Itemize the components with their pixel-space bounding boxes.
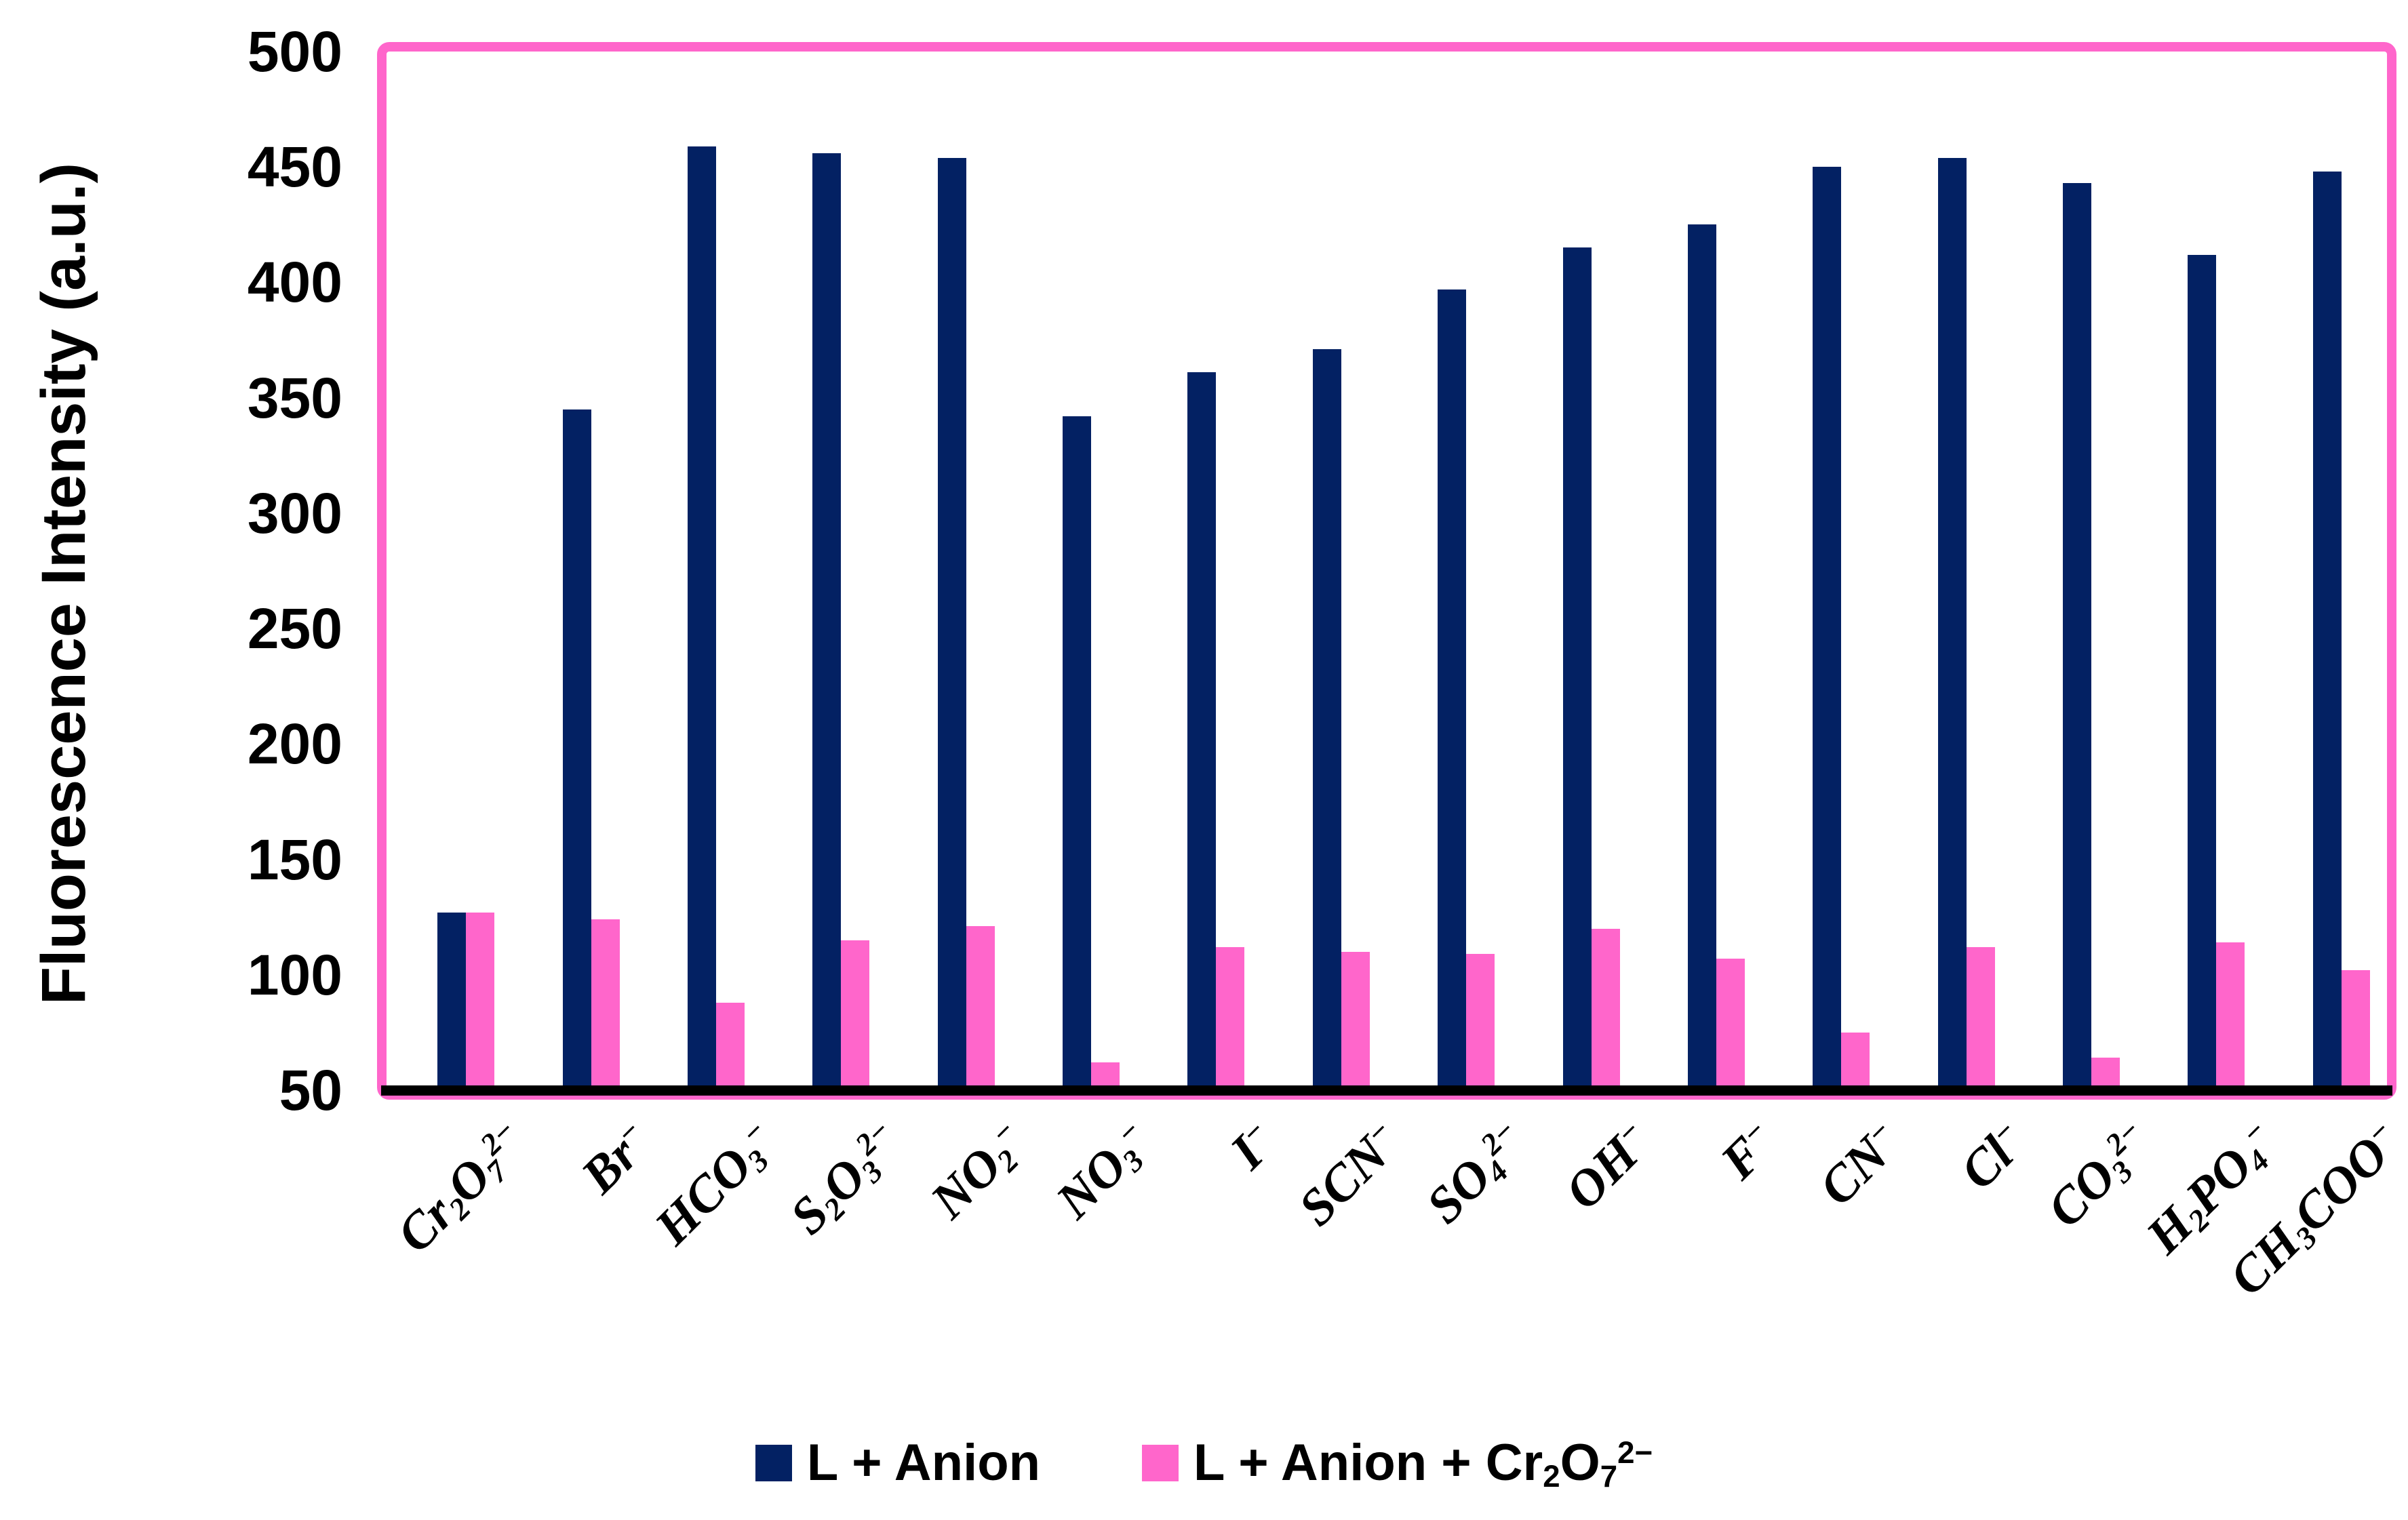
bar-l-anion-cr2o7-15 — [2341, 969, 2370, 1090]
y-tick-label-200: 200 — [247, 712, 342, 776]
bar-l-anion-cr2o7-7 — [1341, 951, 1370, 1090]
bar-l-anion-7 — [1312, 349, 1341, 1090]
bar-l-anion-11 — [1813, 167, 1842, 1090]
bar-l-anion-cr2o7-10 — [1716, 958, 1745, 1090]
bar-l-anion-cr2o7-14 — [2216, 942, 2245, 1090]
legend: L + Anion L + Anion + Cr2O72− — [0, 1429, 2408, 1497]
y-tick-label-400: 400 — [247, 250, 342, 315]
y-tick-label-50: 50 — [279, 1058, 342, 1122]
legend-label-l-anion-cr2o7: L + Anion + Cr2O72− — [1193, 1434, 1653, 1494]
y-tick-label-500: 500 — [247, 20, 342, 83]
bar-l-anion-cr2o7-13 — [2091, 1058, 2120, 1090]
y-tick-label-100: 100 — [247, 942, 342, 1007]
y-tick-label-450: 450 — [247, 135, 342, 199]
legend-swatch-l-anion-cr2o7 — [1142, 1445, 1179, 1481]
bar-l-anion-cr2o7-0 — [466, 912, 495, 1090]
bar-l-anion-3 — [812, 153, 842, 1090]
x-tick-label-CN: CN− — [1808, 1113, 1899, 1217]
bar-l-anion-cr2o7-12 — [1966, 946, 1995, 1090]
bar-l-anion-cr2o7-4 — [966, 926, 995, 1090]
x-tick-label-HCO3: HCO3− — [644, 1113, 776, 1256]
x-tick-label-Br: Br− — [570, 1113, 650, 1205]
x-tick-label-Cr2O72: Cr2O72− — [386, 1113, 522, 1264]
x-tick-label-Cl: Cl− — [1949, 1113, 2025, 1201]
bar-l-anion-12 — [1937, 157, 1967, 1090]
bar-l-anion-1 — [562, 409, 591, 1090]
x-tick-label-SO42: SO42− — [1415, 1113, 1522, 1235]
x-tick-label-S2O32: S2O32− — [779, 1113, 897, 1245]
x-tick-label-OH: OH− — [1554, 1113, 1650, 1221]
bar-l-anion-cr2o7-9 — [1591, 928, 1620, 1090]
bar-l-anion-5 — [1063, 416, 1092, 1090]
x-tick-label-F: F− — [1710, 1113, 1775, 1191]
x-tick-label-NO2: NO2− — [920, 1113, 1026, 1230]
bar-l-anion-15 — [2312, 172, 2342, 1090]
x-tick-label-I: I− — [1219, 1113, 1274, 1180]
bar-l-anion-10 — [1687, 224, 1716, 1090]
x-axis-line — [381, 1085, 2392, 1096]
bar-l-anion-cr2o7-11 — [1841, 1032, 1870, 1090]
y-tick-label-300: 300 — [247, 481, 342, 545]
legend-item-l-anion: L + Anion — [755, 1429, 1040, 1497]
bar-l-anion-cr2o7-2 — [715, 1002, 745, 1090]
bar-l-anion-6 — [1187, 372, 1217, 1090]
y-axis-title: Fluorescence Intensity (a.u.) — [29, 162, 98, 1005]
legend-swatch-l-anion — [755, 1445, 792, 1481]
bar-l-anion-8 — [1438, 289, 1467, 1090]
bar-l-anion-cr2o7-6 — [1216, 946, 1245, 1090]
bar-l-anion-cr2o7-8 — [1466, 954, 1495, 1090]
y-tick-label-250: 250 — [247, 597, 342, 661]
bar-l-anion-9 — [1562, 247, 1592, 1090]
bar-l-anion-4 — [937, 157, 966, 1090]
bar-l-anion-0 — [437, 912, 467, 1090]
y-tick-label-350: 350 — [247, 365, 342, 430]
bar-l-anion-cr2o7-1 — [591, 919, 620, 1090]
bar-l-anion-2 — [687, 146, 716, 1090]
bar-l-anion-13 — [2063, 183, 2092, 1090]
bar-l-anion-14 — [2188, 254, 2217, 1090]
legend-label-l-anion: L + Anion — [806, 1434, 1041, 1492]
plot-area — [377, 42, 2396, 1100]
legend-item-l-anion-cr2o7: L + Anion + Cr2O72− — [1142, 1429, 1653, 1497]
bars-container — [387, 52, 2387, 1090]
x-tick-label-NO3: NO3− — [1045, 1113, 1151, 1230]
y-tick-label-150: 150 — [247, 827, 342, 892]
x-tick-label-SCN: SCN− — [1288, 1113, 1400, 1237]
bar-l-anion-cr2o7-3 — [841, 940, 870, 1090]
